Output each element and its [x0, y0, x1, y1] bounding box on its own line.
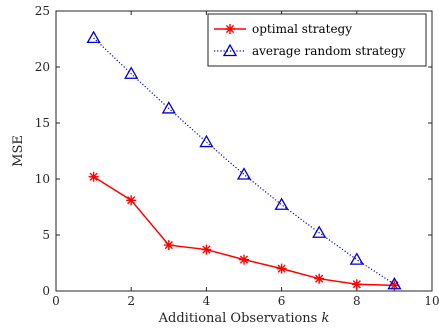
y-tick-label: 10	[35, 172, 50, 186]
y-axis-label: MSE	[11, 135, 26, 167]
y-tick-label: 15	[35, 116, 50, 130]
x-tick-label: 10	[424, 294, 439, 308]
x-tick-label: 8	[353, 294, 361, 308]
y-tick-label: 25	[35, 4, 50, 18]
x-tick-label: 6	[278, 294, 286, 308]
axes: 0 2 4 6 8 10 0 5 10 15 20 25	[35, 4, 439, 308]
x-axis-label: Additional Observations k	[158, 311, 330, 326]
data-point	[124, 66, 139, 79]
data-point	[351, 279, 362, 290]
legend-marker	[225, 24, 235, 34]
y-tick-label: 5	[42, 228, 50, 242]
legend-entry: optimal strategy	[214, 22, 352, 36]
data-point	[312, 225, 327, 238]
series-layer	[86, 30, 402, 291]
y-tick-label: 0	[42, 284, 50, 298]
y-tick-label: 20	[35, 60, 50, 74]
data-point	[387, 276, 402, 290]
data-point	[349, 252, 364, 265]
legend-label: optimal strategy	[252, 22, 352, 36]
series-1	[86, 30, 402, 290]
x-tick-label: 0	[52, 294, 60, 308]
x-tick-label: 4	[203, 294, 211, 308]
plot-border	[55, 10, 433, 292]
data-point	[86, 30, 101, 44]
x-tick-label: 2	[127, 294, 135, 308]
legend-marker	[222, 43, 238, 57]
legend-box	[207, 13, 427, 67]
data-point	[88, 171, 99, 182]
data-point	[276, 263, 287, 274]
legend-entry: average random strategy	[214, 43, 406, 58]
legend-label: average random strategy	[252, 44, 406, 58]
data-point	[236, 167, 252, 180]
data-point	[163, 240, 174, 251]
data-point	[201, 244, 212, 255]
data-point	[161, 101, 176, 114]
data-point	[199, 134, 214, 148]
data-point	[274, 197, 289, 210]
data-point	[314, 273, 325, 284]
legend: optimal strategy average random strategy	[207, 13, 427, 67]
data-point	[239, 254, 249, 265]
data-point	[126, 195, 137, 206]
